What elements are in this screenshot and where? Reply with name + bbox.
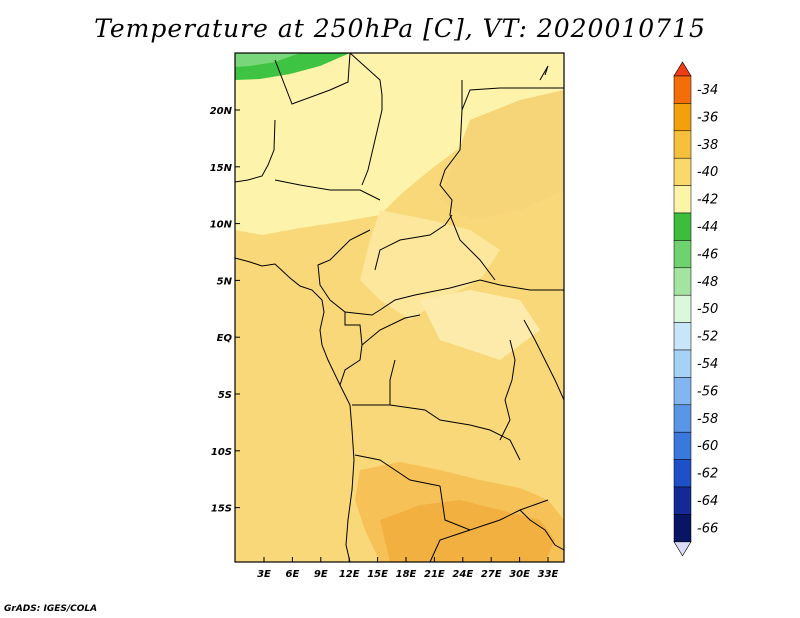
country-borders (234, 52, 565, 563)
colorbar-swatch (673, 349, 692, 378)
colorbar-label: -62 (697, 467, 718, 482)
colorbar-label: -38 (697, 138, 718, 153)
colorbar-label: -34 (697, 83, 718, 98)
colorbar-label: -56 (697, 384, 718, 399)
colorbar-swatch (673, 130, 692, 159)
lon-tick-label: 21E (424, 569, 445, 580)
colorbar-label: -40 (697, 165, 718, 180)
colorbar-swatch (673, 404, 692, 433)
contour-light-north (235, 53, 564, 235)
lon-tick-label: 6E (286, 569, 300, 580)
colorbar: -34 -36 -38 -40 -42 -44 -46 -48 -50 -52 -54 -56 -58 -… (673, 61, 718, 557)
lat-tick-label: 10S (211, 447, 232, 458)
latitude-axis: 20N 15N 10N 5N EQ 5S 10S 15S (210, 106, 240, 515)
contour-light-center (360, 210, 500, 320)
colorbar-label: -48 (697, 275, 718, 290)
lon-tick-label: 33E (538, 569, 559, 580)
colorbar-swatch (673, 157, 692, 186)
colorbar-label: -36 (697, 110, 718, 125)
colorbar-label: -42 (697, 193, 718, 208)
lat-tick-label: 10N (210, 220, 233, 231)
colorbar-swatch (673, 212, 692, 241)
colorbar-top-arrow (673, 61, 692, 77)
lat-tick-label: EQ (217, 333, 233, 344)
lon-tick-label: 15E (367, 569, 388, 580)
colorbar-label: -66 (697, 521, 718, 536)
contour-lightgreen-north (235, 53, 300, 67)
lon-tick-label: 27E (481, 569, 502, 580)
lat-tick-label: 5N (217, 276, 233, 287)
lon-tick-label: 9E (314, 569, 328, 580)
map-frame (234, 52, 565, 563)
map-panel (234, 52, 565, 563)
map-title: Temperature at 250hPa [C], VT: 202001071… (94, 14, 706, 43)
colorbar-label: -58 (697, 412, 718, 427)
lat-tick-label: 15S (211, 504, 232, 515)
colorbar-swatch (673, 377, 692, 406)
colorbar-swatch (673, 514, 692, 543)
colorbar-bottom-arrow (673, 541, 692, 557)
lon-tick-label: 30E (509, 569, 530, 580)
colorbar-swatch (673, 240, 692, 269)
colorbar-label: -52 (697, 330, 718, 345)
grads-credit: GrADS: IGES/COLA (4, 604, 98, 614)
colorbar-swatch (673, 103, 692, 132)
lon-tick-label: 18E (396, 569, 417, 580)
longitude-axis: 3E 6E 9E 12E 15E 18E 21E 24E 27E 30E 33E (257, 557, 559, 580)
colorbar-swatch (673, 185, 692, 214)
colorbar-swatch (673, 294, 692, 323)
contour-light-east (420, 290, 540, 360)
colorbar-swatch (673, 322, 692, 351)
colorbar-label: -60 (697, 439, 718, 454)
colorbar-swatch (673, 459, 692, 488)
lon-tick-label: 12E (339, 569, 360, 580)
colorbar-label: -54 (697, 357, 718, 372)
colorbar-label: -44 (697, 220, 718, 235)
lat-tick-label: 20N (210, 106, 233, 117)
colorbar-swatch (673, 267, 692, 296)
colorbar-swatch (673, 431, 692, 460)
colorbar-swatch (673, 486, 692, 515)
colorbar-swatch (673, 75, 692, 104)
lon-tick-label: 24E (452, 569, 473, 580)
contour-darker-ne (440, 90, 564, 220)
colorbar-label: -64 (697, 494, 718, 509)
lat-tick-label: 5S (218, 390, 232, 401)
lon-tick-label: 3E (257, 569, 271, 580)
colorbar-label: -46 (697, 247, 718, 262)
lat-tick-label: 15N (210, 163, 233, 174)
colorbar-label: -50 (697, 302, 718, 317)
